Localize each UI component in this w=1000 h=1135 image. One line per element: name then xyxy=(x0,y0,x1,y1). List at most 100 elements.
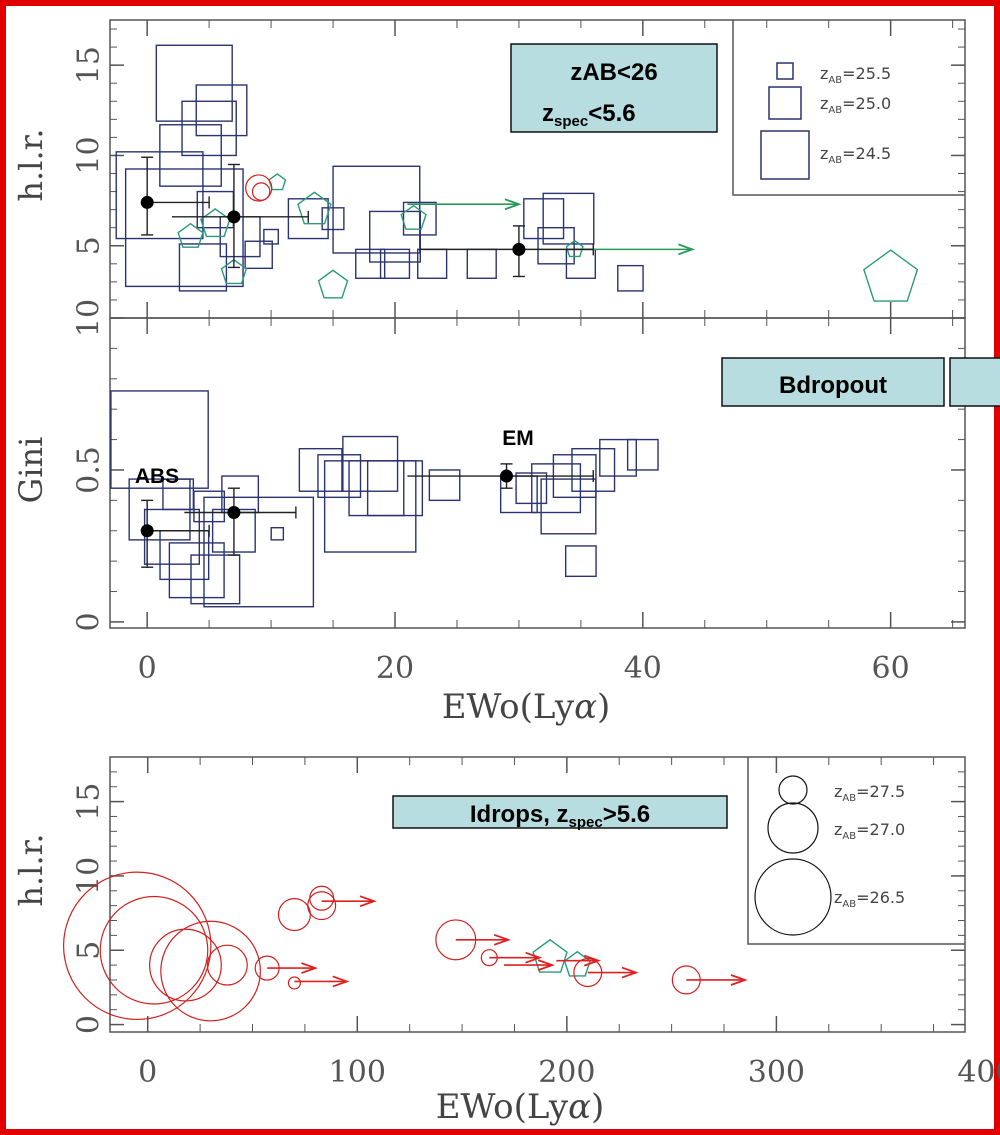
circle-point xyxy=(245,174,273,202)
x-tick-label: 0 xyxy=(138,1055,157,1090)
square-point xyxy=(417,248,448,279)
legend-square-small xyxy=(776,62,794,80)
panel-bottom-xlabel: EWo(Lyα) xyxy=(436,1087,605,1127)
square-point xyxy=(402,201,437,236)
circle-point xyxy=(160,920,261,1022)
x-tick-label: 40 xyxy=(624,651,662,686)
legend-square-medium xyxy=(768,86,802,120)
y-tick-label: 15 xyxy=(72,783,107,821)
panel-top-hlr: 5 10 15 h.l.r. zAB<26 zspec<5.6 zAB=25.5 z… xyxy=(12,19,966,319)
panel-bottom-marks xyxy=(62,871,748,1022)
square-point xyxy=(298,447,343,492)
square-point xyxy=(110,390,209,489)
panel-bottom-label-box: Idrops, zspec>5.6 xyxy=(392,795,728,831)
legend-circle-large xyxy=(754,858,832,936)
panel-top-label-box: zAB<26 zspec<5.6 xyxy=(510,43,718,133)
annotation-abs: ABS xyxy=(135,465,179,488)
mean-point xyxy=(512,242,526,256)
y-tick-label: 10 xyxy=(72,136,107,174)
square-point xyxy=(193,490,226,523)
square-point xyxy=(428,469,461,502)
panel-top-ylabel: h.l.r. xyxy=(12,128,50,201)
mean-point xyxy=(140,524,154,538)
y-tick-label: 5 xyxy=(72,236,107,255)
panel-top-legend: zAB=25.5 zAB=25.0 zAB=24.5 xyxy=(732,20,965,196)
panel-bottom-ylabel: h.l.r. xyxy=(12,833,50,906)
square-point xyxy=(287,198,329,240)
legend-top-2: zAB=24.5 xyxy=(820,144,891,166)
panel-mid-ticks: 0 0.5 10 0 20 40 60 xyxy=(72,299,965,686)
panel-mid-marks xyxy=(110,390,659,608)
limit-arrow-head xyxy=(678,243,696,256)
y-tick-label: 0.5 xyxy=(72,446,107,494)
square-point xyxy=(203,496,315,608)
square-point xyxy=(626,438,659,471)
square-point xyxy=(124,168,244,288)
panel-mid-axes xyxy=(109,317,966,629)
circle-point xyxy=(206,944,248,986)
square-point xyxy=(617,264,644,292)
pentagon-point xyxy=(532,938,568,973)
square-point xyxy=(342,435,399,492)
panel-top-label-line2: zspec<5.6 xyxy=(542,100,636,130)
circle-point xyxy=(149,928,222,1002)
square-point xyxy=(537,226,575,265)
legend-top-0: zAB=25.5 xyxy=(820,64,891,86)
square-point xyxy=(379,248,411,279)
mean-point xyxy=(227,210,241,224)
mean-point xyxy=(500,469,514,483)
limit-arrow-head xyxy=(537,959,555,971)
square-point xyxy=(564,545,597,578)
pentagon-point xyxy=(400,204,427,230)
square-point xyxy=(317,454,362,499)
legend-bot-0: zAB=27.5 xyxy=(834,782,905,804)
pentagon-point xyxy=(177,222,204,248)
square-point xyxy=(542,192,595,245)
legend-circle-small xyxy=(778,775,808,805)
x-tick-label: 100 xyxy=(329,1055,386,1090)
square-point xyxy=(531,463,582,514)
pentagon-point xyxy=(863,249,919,302)
square-point xyxy=(263,228,280,245)
circle-point xyxy=(309,885,335,911)
panel-mid-ylabel: Gini xyxy=(12,437,50,504)
square-point xyxy=(181,100,237,157)
circle-point xyxy=(277,898,311,932)
annotation-em: EM xyxy=(502,427,534,450)
y-tick-label: 10 xyxy=(72,299,107,337)
pentagon-point xyxy=(565,239,584,258)
y-tick-label: 5 xyxy=(72,941,107,960)
circle-point xyxy=(251,182,271,201)
square-point xyxy=(168,542,225,599)
limit-arrow-head xyxy=(730,974,748,986)
panel-bottom-legend: zAB=27.5 zAB=27.0 zAB=26.5 xyxy=(747,757,965,945)
x-tick-label: 0 xyxy=(138,651,157,686)
legend-bot-1: zAB=27.0 xyxy=(834,820,905,842)
panel-mid-label-text: Bdropout xyxy=(779,372,887,399)
limit-arrow-head xyxy=(359,895,377,908)
circle-point xyxy=(99,895,209,1005)
mean-point xyxy=(140,195,154,209)
square-point xyxy=(323,460,417,553)
limit-arrow-head xyxy=(301,962,319,974)
pentagon-point xyxy=(297,191,332,225)
panel-bottom-ticks: 0 5 10 15 0 100 200 300 400 xyxy=(72,756,1000,1090)
pentagon-point xyxy=(317,269,349,299)
pentagon-point xyxy=(200,208,231,238)
x-tick-label: 300 xyxy=(748,1055,805,1090)
square-point xyxy=(332,165,421,254)
limit-arrow-head xyxy=(504,198,522,211)
pentagon-point xyxy=(268,173,287,191)
y-tick-label: 10 xyxy=(72,857,107,895)
panel-bottom-axes xyxy=(109,756,966,1033)
square-point xyxy=(190,554,241,605)
legend-bot-2: zAB=26.5 xyxy=(834,888,905,910)
circle-point xyxy=(62,871,212,1021)
y-tick-label: 0 xyxy=(72,1015,107,1034)
y-tick-label: 0 xyxy=(72,612,107,631)
legend-circle-medium xyxy=(767,802,819,854)
square-point xyxy=(540,478,597,535)
pentagon-point xyxy=(220,258,248,285)
